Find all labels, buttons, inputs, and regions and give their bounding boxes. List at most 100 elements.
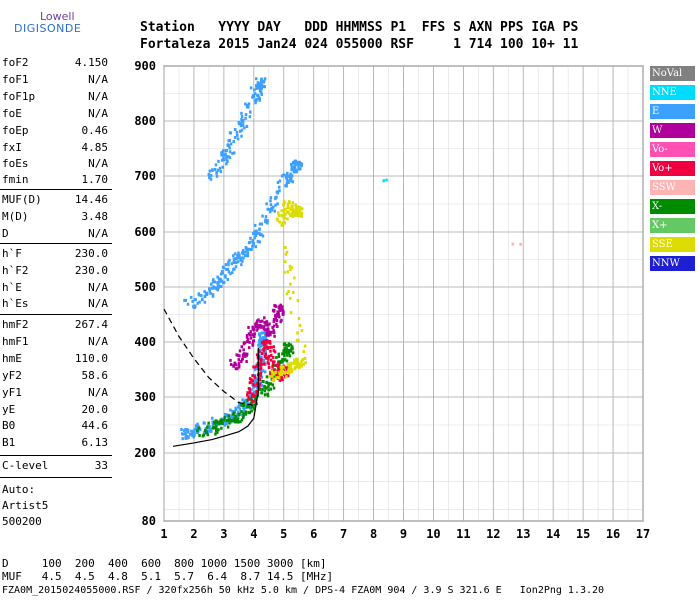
echo-point [195,426,198,430]
echo-point [260,92,263,96]
echo-point [263,351,266,355]
legend-item-x: X+ [650,218,695,233]
echo-point [274,316,277,320]
echo-point [223,423,226,427]
param-row-14: h`Es N/A [2,297,108,313]
legend-item-noval: NoVal [650,66,695,81]
echo-point [255,324,258,328]
echo-point [226,143,230,147]
echo-point [255,367,258,371]
echo-point [282,173,286,177]
echo-point [225,155,228,159]
echo-point [274,203,277,207]
echo-point [235,353,238,357]
echo-point [225,162,228,166]
echo-point [293,276,296,280]
echo-point [269,358,273,362]
echo-point [272,331,276,335]
logo-digisonde: DIGISONDE [14,22,82,35]
echo-point [208,425,211,429]
echo-point [239,420,242,424]
echo-point [247,247,250,251]
echo-point [229,408,232,412]
echo-point [244,406,248,410]
echo-point [272,324,276,328]
echo-point [291,347,294,351]
echo-point [244,113,248,117]
echo-point [275,376,278,380]
echo-point [289,296,292,300]
echo-point [215,428,218,432]
echo-point [206,433,210,437]
echo-point [252,365,255,369]
echo-point [222,158,226,162]
x-tick-label: 7 [340,527,347,541]
echo-point [260,331,264,335]
echo-point [212,278,215,282]
echo-point [290,369,294,373]
echo-point [224,263,228,267]
echo-point [240,403,243,407]
param-row-9: M(D) 3.48 [2,210,108,226]
echo-point [243,354,247,358]
echo-point [265,356,268,360]
echo-point [213,167,217,171]
echo-point [281,360,284,364]
echo-point [211,423,215,427]
echo-point [273,368,277,372]
echo-point [255,392,259,396]
echo-point [239,258,242,262]
echo-point [274,304,278,308]
auto-label: Auto: [2,483,36,496]
echo-point [291,208,295,212]
echo-point [233,127,237,131]
echo-point [247,105,250,109]
echo-point [262,379,265,383]
echo-point [196,422,199,426]
echo-point [273,363,277,367]
echo-point [221,150,224,154]
echo-point [209,429,213,433]
param-row-19: yF1 N/A [2,386,108,402]
echo-point [285,173,288,177]
echo-point [236,254,239,258]
echo-point [264,350,267,354]
echo-point [286,348,290,352]
echo-point [272,361,275,365]
echo-point [202,431,206,435]
echo-point [204,427,208,431]
param-value: 33 [94,459,108,472]
echo-point [519,242,522,246]
echo-point [240,256,243,260]
echo-point [219,170,223,174]
echo-point [208,289,212,293]
echo-point [196,431,200,435]
echo-point [296,205,300,209]
echo-point [185,428,189,432]
echo-point [260,362,264,366]
echo-point [272,317,276,321]
echo-point [208,169,212,173]
echo-point [270,330,273,334]
echo-point [235,367,239,371]
echo-point [281,312,285,316]
echo-point [251,339,255,343]
echo-point [259,371,263,375]
echo-point [244,116,247,120]
echo-point [192,305,196,309]
echo-point [217,280,221,284]
echo-point [253,88,256,92]
series-isolated [382,178,388,183]
echo-point [255,378,258,382]
echo-point [287,200,291,204]
param-name: hmF1 [2,335,29,348]
echo-point [234,367,238,371]
echo-point [285,350,288,354]
echo-point [240,114,244,118]
legend-item-e: E [650,104,695,119]
echo-point [258,367,261,371]
echo-point [252,241,255,245]
param-name: B1 [2,436,16,449]
echo-point [239,403,242,407]
echo-point [264,336,268,340]
